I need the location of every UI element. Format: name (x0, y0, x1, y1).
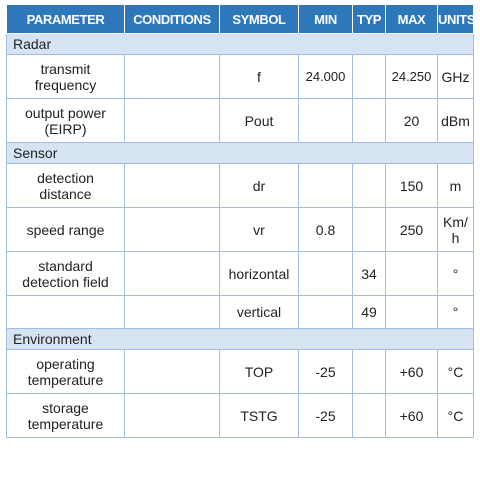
param-line: speed range (26, 221, 105, 238)
cell-conditions (124, 393, 220, 438)
param-line: standard detection field (22, 257, 109, 290)
cell-max: 20 (385, 98, 438, 143)
cell-conditions (124, 207, 220, 252)
cell-conditions (124, 251, 220, 296)
cell-conditions (124, 295, 220, 329)
cell-typ (352, 98, 386, 143)
units-line: Km/h (443, 213, 468, 246)
section-title: Radar (6, 33, 474, 55)
table-row: vertical 49 ° (6, 295, 474, 329)
param-line: storage temperature (27, 399, 104, 432)
cell-typ (352, 54, 386, 99)
cell-min (298, 98, 353, 143)
cell-parameter: storage temperature (6, 393, 125, 438)
cell-typ (352, 163, 386, 208)
cell-typ: 49 (352, 295, 386, 329)
param-line: operating temperature (27, 355, 104, 388)
cell-max: +60 (385, 393, 438, 438)
cell-parameter: output power (EIRP) (6, 98, 125, 143)
section-row-environment: Environment (6, 328, 474, 350)
table-row: standard detection field horizontal 34 ° (6, 251, 474, 296)
cell-min (298, 163, 353, 208)
cell-parameter: standard detection field (6, 251, 125, 296)
spec-table: PARAMETER CONDITIONS SYMBOL MIN TYP MAX … (6, 4, 474, 438)
cell-units: °C (437, 393, 474, 438)
cell-symbol: Pout (219, 98, 299, 143)
cell-conditions (124, 54, 220, 99)
cell-conditions (124, 349, 220, 394)
cell-parameter (6, 295, 125, 329)
table-row: storage temperature TSTG -25 +60 °C (6, 393, 474, 438)
cell-parameter: detection distance (6, 163, 125, 208)
cell-max (385, 295, 438, 329)
spec-table-container: PARAMETER CONDITIONS SYMBOL MIN TYP MAX … (6, 4, 474, 438)
header-units: UNITS (437, 4, 474, 34)
table-row: transmit frequency f 24.000 24.250 GHz (6, 54, 474, 99)
cell-min: 24.000 (298, 54, 353, 99)
cell-max: 250 (385, 207, 438, 252)
param-line: output power (EIRP) (25, 104, 106, 137)
table-row: operating temperature TOP -25 +60 °C (6, 349, 474, 394)
table-row: detection distance dr 150 m (6, 163, 474, 208)
section-title: Sensor (6, 142, 474, 164)
cell-min: -25 (298, 349, 353, 394)
cell-units: m (437, 163, 474, 208)
cell-max: +60 (385, 349, 438, 394)
cell-symbol: horizontal (219, 251, 299, 296)
cell-units: ° (437, 251, 474, 296)
cell-max (385, 251, 438, 296)
cell-symbol: vr (219, 207, 299, 252)
cell-symbol: TSTG (219, 393, 299, 438)
cell-conditions (124, 98, 220, 143)
header-conditions: CONDITIONS (124, 4, 220, 34)
header-row: PARAMETER CONDITIONS SYMBOL MIN TYP MAX … (6, 4, 474, 34)
cell-units: GHz (437, 54, 474, 99)
cell-min (298, 251, 353, 296)
table-row: output power (EIRP) Pout 20 dBm (6, 98, 474, 143)
cell-symbol: TOP (219, 349, 299, 394)
cell-max: 24.250 (385, 54, 438, 99)
cell-min: -25 (298, 393, 353, 438)
cell-parameter: operating temperature (6, 349, 125, 394)
cell-units: °C (437, 349, 474, 394)
cell-parameter: speed range (6, 207, 125, 252)
cell-conditions (124, 163, 220, 208)
section-title: Environment (6, 328, 474, 350)
header-max: MAX (385, 4, 438, 34)
cell-symbol: vertical (219, 295, 299, 329)
cell-typ: 34 (352, 251, 386, 296)
param-line: transmit frequency (34, 60, 97, 93)
cell-typ (352, 349, 386, 394)
cell-parameter: transmit frequency (6, 54, 125, 99)
header-typ: TYP (352, 4, 386, 34)
cell-typ (352, 393, 386, 438)
cell-typ (352, 207, 386, 252)
param-line: detection distance (37, 169, 94, 202)
cell-units: ° (437, 295, 474, 329)
section-row-sensor: Sensor (6, 142, 474, 164)
cell-units: Km/h (437, 207, 474, 252)
cell-symbol: dr (219, 163, 299, 208)
header-symbol: SYMBOL (219, 4, 299, 34)
cell-symbol: f (219, 54, 299, 99)
cell-min (298, 295, 353, 329)
section-row-radar: Radar (6, 33, 474, 55)
header-parameter: PARAMETER (6, 4, 125, 34)
table-row: speed range vr 0.8 250 Km/h (6, 207, 474, 252)
header-min: MIN (298, 4, 353, 34)
cell-max: 150 (385, 163, 438, 208)
cell-min: 0.8 (298, 207, 353, 252)
cell-units: dBm (437, 98, 474, 143)
